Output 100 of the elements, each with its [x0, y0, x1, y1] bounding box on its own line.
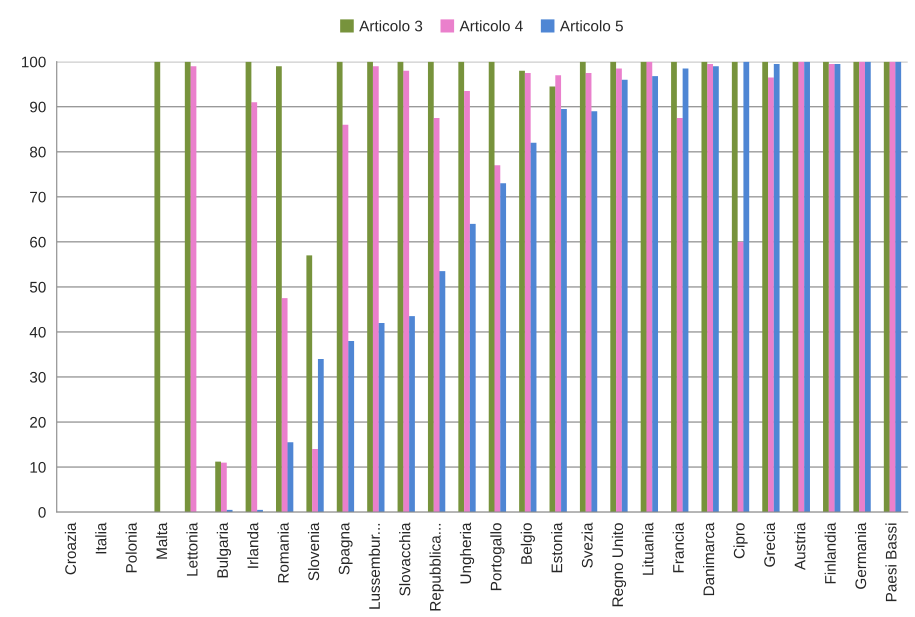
x-tick-label: Belgio [520, 523, 535, 564]
bar [403, 70, 410, 512]
bar [768, 77, 774, 512]
bar [591, 111, 598, 512]
bar [640, 62, 646, 512]
bar [864, 62, 871, 512]
x-tick-label: Slovenia [308, 522, 320, 580]
bar [372, 66, 379, 512]
bar [276, 66, 282, 512]
bar [823, 62, 829, 512]
bar [834, 64, 840, 512]
y-tick-label: 0 [38, 506, 46, 518]
y-tick-label: 100 [22, 56, 46, 68]
y-tick-label: 70 [30, 192, 46, 203]
bar [707, 64, 714, 512]
x-tick-label: Cipro [733, 523, 748, 558]
x-tick-label: Estonia [551, 522, 562, 572]
bar [884, 62, 890, 512]
y-tick-label: 50 [30, 282, 46, 293]
x-tick-label: Lussembur... [368, 524, 380, 609]
bar [246, 62, 252, 512]
bar [488, 62, 495, 512]
bar [154, 62, 160, 512]
bar [282, 298, 288, 512]
bar [428, 62, 434, 512]
bar [682, 68, 688, 512]
y-tick-label: 20 [30, 416, 46, 428]
bar [367, 62, 373, 512]
bar [184, 62, 191, 512]
bar [610, 62, 616, 512]
x-tick-label: Lituania [642, 522, 654, 575]
bar [586, 72, 592, 512]
bar [434, 118, 440, 512]
x-tick-label: Malta [156, 522, 168, 559]
x-tick-label: Slovacchia [399, 522, 410, 596]
bar [701, 62, 708, 512]
bar [732, 62, 738, 512]
y-tick-label: 10 [30, 462, 46, 473]
bar [318, 358, 324, 512]
bar [652, 76, 658, 512]
x-tick-label: Finlandia [824, 522, 836, 584]
x-tick-label: Lettonia [186, 522, 198, 576]
bar [440, 271, 446, 512]
bar [555, 75, 562, 512]
bar [890, 62, 896, 512]
bar [524, 72, 531, 512]
legend-label: Articolo 3 [359, 20, 422, 32]
bar [616, 68, 622, 512]
bar [792, 62, 798, 512]
x-tick-label: Bulgaria [216, 522, 231, 578]
bar [312, 449, 318, 512]
x-tick-label: Svezia [581, 522, 593, 568]
y-tick-label: 90 [30, 102, 46, 112]
bar [895, 62, 902, 512]
bar [550, 86, 556, 512]
x-tick-label: Irlanda [247, 522, 258, 568]
bar [288, 442, 294, 512]
bar [804, 62, 810, 512]
bar [348, 340, 354, 512]
bar [798, 62, 804, 512]
x-tick-label: Polonia [126, 522, 137, 572]
bar [762, 62, 768, 512]
bar [342, 124, 348, 512]
bar [671, 62, 677, 512]
legend-label: Articolo 4 [460, 20, 523, 32]
bar [646, 62, 652, 512]
bar [580, 62, 586, 512]
y-tick-label: 40 [30, 326, 46, 338]
x-tick-label: Grecia [764, 522, 776, 567]
bar [494, 165, 500, 512]
bar [306, 255, 312, 512]
y-tick-label: 80 [30, 146, 46, 158]
bar [398, 62, 404, 512]
bar [500, 183, 506, 512]
x-tick-label: Repubblica... [430, 524, 444, 610]
x-tick-label: Francia [672, 522, 684, 572]
bar [470, 224, 476, 512]
bar [409, 316, 415, 512]
y-tick-label: 30 [30, 372, 46, 383]
bar [251, 102, 258, 512]
x-tick-label: Spagna [338, 522, 353, 574]
bar [774, 64, 780, 512]
bar [713, 66, 719, 512]
x-tick-label: Regno Unito [612, 523, 626, 606]
bar [190, 66, 196, 512]
bar [828, 64, 835, 512]
x-tick-label: Austria [794, 522, 806, 570]
x-tick-label: Ungheria [460, 522, 474, 584]
x-tick-label: Croazia [64, 522, 76, 574]
bar [561, 108, 567, 512]
legend-label: Articolo 5 [560, 20, 623, 32]
x-tick-label: Italia [95, 522, 106, 554]
x-tick-label: Paesi Bassi [885, 524, 897, 602]
x-tick-label: Romania [278, 522, 289, 582]
x-tick-label: Portogallo [490, 523, 505, 590]
bar [336, 62, 343, 512]
bar [530, 142, 536, 512]
bar [458, 62, 464, 512]
bar [220, 462, 227, 512]
bar [738, 242, 744, 512]
